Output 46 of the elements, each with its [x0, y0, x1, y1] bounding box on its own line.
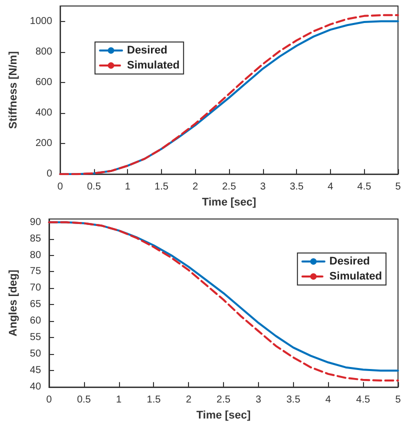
- y-axis-title: Angles [deg]: [8, 269, 20, 336]
- legend-label: Simulated: [127, 60, 180, 72]
- x-tick-label: 0: [57, 182, 64, 193]
- y-tick-label: 0: [46, 168, 53, 180]
- y-tick-label: 85: [30, 233, 42, 244]
- y-tick-label: 90: [30, 216, 42, 228]
- x-tick-label: 4.5: [356, 394, 370, 406]
- y-tick-label: 1000: [30, 16, 53, 27]
- x-tick-label: 4.5: [357, 182, 372, 193]
- x-tick-label: 2: [186, 394, 192, 406]
- x-tick-label: 4: [328, 182, 334, 193]
- y-tick-label: 80: [30, 250, 42, 261]
- y-tick-label: 60: [30, 316, 42, 327]
- y-tick-label: 75: [30, 266, 42, 278]
- y-tick-label: 200: [35, 138, 53, 150]
- y-tick-label: 40: [30, 382, 42, 393]
- legend-label: Simulated: [329, 270, 382, 282]
- y-tick-label: 55: [30, 332, 42, 344]
- x-axis-title: Time [sec]: [202, 196, 257, 208]
- x-axis-title: Time [sec]: [196, 410, 251, 422]
- y-tick-label: 70: [30, 282, 42, 294]
- x-tick-label: 4: [325, 394, 332, 406]
- x-tick-label: 5: [395, 182, 402, 193]
- x-tick-label: 1.5: [146, 394, 162, 406]
- x-tick-label: 2.5: [222, 182, 236, 193]
- x-tick-label: 2.5: [216, 394, 231, 406]
- x-tick-label: 0.5: [86, 182, 102, 193]
- legend-label: Desired: [329, 256, 370, 268]
- x-tick-label: 3: [256, 394, 262, 406]
- y-tick-label: 45: [30, 365, 42, 376]
- x-tick-label: 0.5: [76, 394, 92, 406]
- x-tick-label: 3: [260, 182, 266, 193]
- y-tick-label: 600: [35, 76, 53, 88]
- x-tick-label: 5: [395, 394, 402, 406]
- y-tick-label: 50: [30, 348, 42, 360]
- x-tick-label: 1: [124, 182, 131, 193]
- x-tick-label: 3.5: [286, 394, 301, 406]
- x-tick-label: 1.5: [154, 182, 169, 193]
- x-tick-label: 3.5: [290, 182, 304, 193]
- x-tick-label: 2: [192, 182, 199, 193]
- y-tick-label: 800: [35, 46, 53, 58]
- legend-label: Desired: [127, 44, 168, 56]
- y-tick-label: 65: [30, 299, 42, 310]
- y-tick-label: 400: [35, 107, 53, 118]
- y-axis-title: Stiffness [N/m]: [8, 50, 20, 129]
- x-tick-label: 1: [116, 394, 122, 406]
